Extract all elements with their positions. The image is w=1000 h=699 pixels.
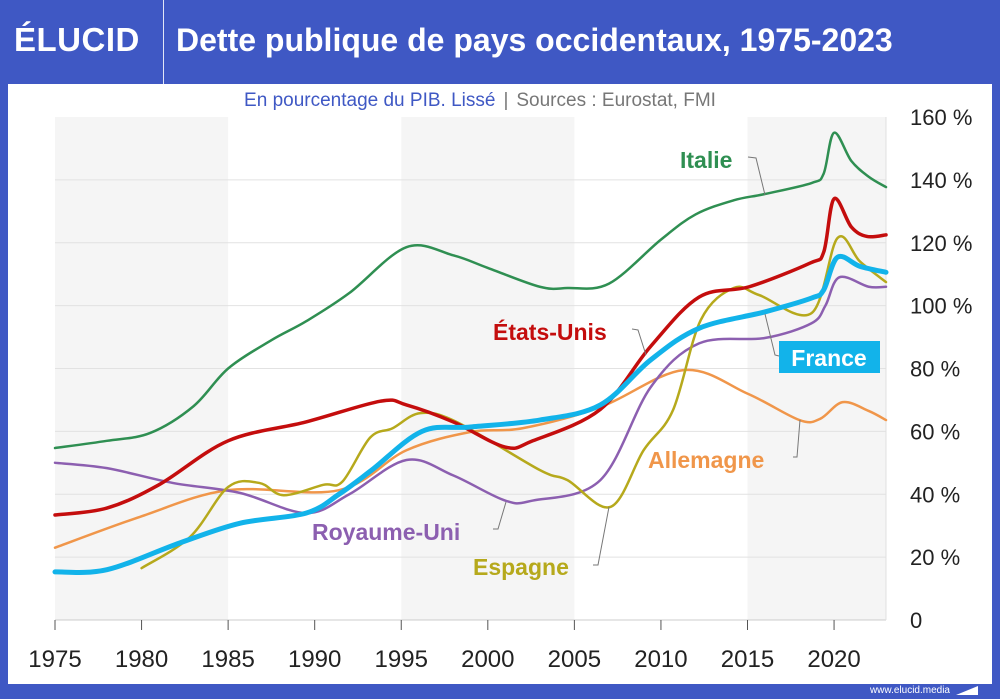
x-tick-label: 2010 [634,646,687,673]
y-tick-label: 80 % [910,357,960,382]
x-tick-label: 1975 [28,646,81,673]
france-label-box [779,341,880,373]
y-tick-label: 20 % [910,545,960,570]
series-line-4 [53,275,888,515]
y-tick-label: 120 % [910,231,972,256]
series-label: Italie [680,147,732,173]
x-tick-label: 2005 [548,646,601,673]
subtitle-description: En pourcentage du PIB. Lissé [244,90,496,111]
y-tick-label: 160 % [910,105,972,130]
subtitle-separator: | [503,90,509,111]
series-label: États-Unis [493,318,607,345]
series-line-1 [53,196,888,517]
leader-line [631,328,647,356]
series-label: Royaume-Uni [312,519,460,545]
elucid-logo: ÉLUCID [14,21,140,58]
chart-title: Dette publique de pays occidentaux, 1975… [176,22,893,58]
elucid-mark-icon [956,686,978,695]
series-label: Allemagne [648,447,764,473]
footer-url[interactable]: www.elucid.media [869,685,950,696]
x-tick-label: 1990 [288,646,341,673]
y-tick-label: 60 % [910,419,960,444]
leader-line [593,506,610,566]
y-tick-label: 100 % [910,294,972,319]
series-label: Espagne [473,554,569,580]
y-tick-label: 140 % [910,168,972,193]
x-tick-label: 2020 [807,646,860,673]
y-tick-label: 40 % [910,482,960,507]
y-tick-label: 0 [910,608,922,633]
chart-subtitle: En pourcentage du PIB. Lissé | Sources : E… [0,90,960,112]
x-tick-label: 1995 [375,646,428,673]
series-line-0 [53,131,888,450]
x-tick-label: 1985 [201,646,254,673]
header-divider [163,0,164,84]
series-line-2 [52,253,889,575]
x-tick-label: 1980 [115,646,168,673]
header: ÉLUCID Dette publique de pays occidentau… [0,0,1000,84]
leader-line [493,501,507,530]
leader-line [764,313,780,357]
leader-line [793,419,801,458]
x-tick-label: 2000 [461,646,514,673]
subtitle-sources: Sources : Eurostat, FMI [516,90,716,111]
leader-line [747,156,766,196]
x-tick-label: 2015 [721,646,774,673]
series-label: France [791,345,866,371]
